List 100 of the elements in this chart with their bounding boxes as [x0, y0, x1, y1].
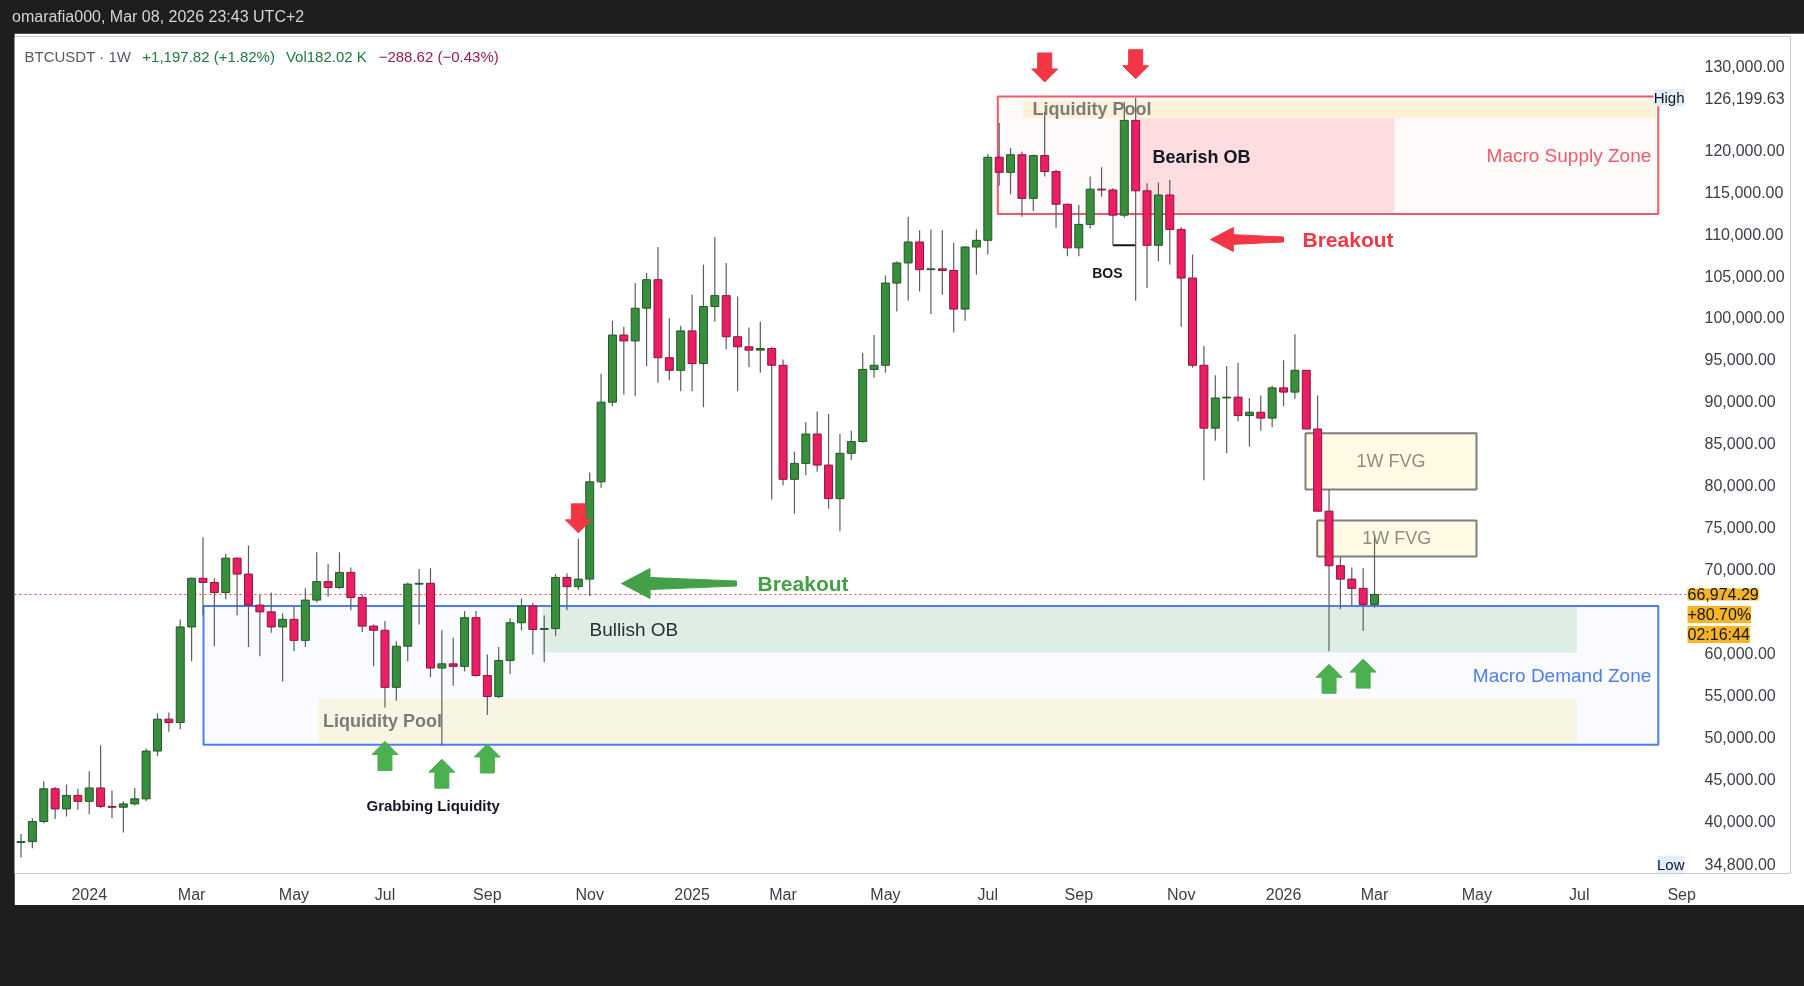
- candlestick: [892, 260, 902, 313]
- candlestick: [278, 612, 288, 683]
- candlestick: [789, 451, 799, 515]
- candlestick: [1244, 397, 1254, 448]
- y-tick-label: 40,000.00: [1704, 812, 1776, 830]
- annotation: −288.62 (−0.43%): [378, 48, 499, 65]
- y-tick-label: 85,000.00: [1704, 435, 1776, 453]
- band-label: Macro Supply Zone: [1486, 144, 1652, 166]
- x-tick-label: Nov: [1166, 885, 1196, 903]
- annotation: Low: [1656, 855, 1685, 873]
- x-tick-label: Mar: [177, 885, 207, 903]
- y-tick-label: 80,000.00: [1704, 477, 1776, 495]
- x-tick-label: Jul: [977, 885, 999, 903]
- candlestick: [937, 229, 947, 296]
- annotation: Breakout: [757, 572, 849, 595]
- candlestick: [369, 623, 379, 667]
- candlestick: [312, 551, 322, 604]
- candlestick: [926, 228, 936, 315]
- x-tick-label: Jul: [374, 885, 396, 903]
- text: BTCUSDT · 1W: [24, 48, 132, 65]
- candlestick: [73, 788, 83, 811]
- candlestick: [16, 833, 26, 859]
- candlestick: [96, 744, 106, 809]
- candlestick: [619, 326, 629, 396]
- y-tick-label: 60,000.00: [1704, 644, 1776, 662]
- x-tick-label: May: [870, 885, 901, 903]
- x-tick-label: 2025: [674, 885, 710, 903]
- y-tick-label: 90,000.00: [1704, 393, 1776, 411]
- candlestick: [448, 637, 458, 687]
- x-tick-label: Sep: [1667, 885, 1696, 903]
- candlestick: [232, 556, 242, 616]
- candlestick: [1335, 556, 1345, 610]
- candlestick: [1074, 204, 1084, 257]
- candlestick: [414, 568, 424, 626]
- series-label: BOS: [1092, 265, 1123, 282]
- annotation: +1,197.82 (+1.82%): [142, 48, 275, 65]
- candlestick: [539, 614, 549, 663]
- candlestick: [994, 122, 1004, 187]
- y-tick-label: 45,000.00: [1704, 770, 1776, 788]
- candlestick: [335, 551, 344, 590]
- candlestick: [164, 711, 174, 733]
- candlestick: [755, 321, 765, 374]
- candlestick: [573, 538, 583, 591]
- band-label: Bullish OB: [589, 618, 679, 640]
- y-tick-label: 50,000.00: [1704, 728, 1776, 746]
- candlestick: [84, 770, 94, 815]
- y-tick-label: 34,800.00: [1704, 856, 1776, 874]
- candlestick: [869, 334, 879, 379]
- y-tick-label: 70,000.00: [1704, 561, 1776, 579]
- candlestick: [1233, 362, 1243, 423]
- band-label: 1W FVG: [1356, 451, 1426, 472]
- band-label: Liquidity Pool: [323, 711, 442, 732]
- ref-line-label: 66,974.29 +80.70% 02:16:44: [1687, 586, 1759, 643]
- candlestick: [107, 789, 117, 819]
- candlestick: [209, 577, 219, 647]
- x-tick-label: Mar: [769, 885, 798, 903]
- candlestick: [323, 563, 333, 598]
- x-tick-label: 2026: [1265, 885, 1302, 903]
- candlestick: [198, 536, 208, 616]
- candlestick: [289, 606, 299, 652]
- candlestick: [710, 236, 720, 323]
- candlestick: [27, 817, 37, 849]
- y-tick-label: 110,000.00: [1704, 225, 1784, 243]
- y-tick-label: 120,000.00: [1704, 141, 1785, 159]
- annotation: Grabbing Liquidity: [366, 797, 501, 814]
- candlestick: [1006, 147, 1016, 195]
- y-tick-label: 75,000.00: [1704, 519, 1776, 537]
- candlestick: [516, 597, 526, 631]
- band-label: Bearish OB: [1152, 147, 1251, 168]
- y-tick-label: 100,000.00: [1704, 309, 1785, 327]
- x-tick-label: Sep: [1064, 885, 1094, 903]
- candlestick: [767, 346, 777, 501]
- candlestick: [255, 594, 265, 657]
- candlestick: [903, 216, 913, 302]
- candlestick: [733, 295, 743, 392]
- candlestick: [1347, 566, 1357, 606]
- x-tick-label: Sep: [473, 885, 502, 903]
- candlestick: [1256, 394, 1266, 432]
- x-tick-label: Mar: [1360, 885, 1389, 903]
- y-tick-label: 55,000.00: [1704, 686, 1776, 704]
- candlestick: [1358, 567, 1368, 632]
- candlestick: [846, 430, 856, 461]
- candlestick: [971, 228, 981, 276]
- band-label: Macro Demand Zone: [1472, 664, 1652, 686]
- y-tick-label: 130,000.00: [1704, 57, 1785, 75]
- candlestick: [50, 786, 60, 820]
- y-tick-label: 115,000.00: [1704, 183, 1784, 201]
- x-tick-label: 2024: [71, 885, 108, 903]
- candlestick: [118, 800, 128, 833]
- candlestick: [1290, 333, 1300, 400]
- candlestick: [528, 602, 538, 656]
- x-tick-label: Jul: [1569, 885, 1590, 903]
- y-tick-label: 95,000.00: [1704, 351, 1776, 369]
- y-tick-label: 126,199.63: [1704, 89, 1785, 107]
- candlestick: [62, 784, 71, 818]
- candlestick: [1097, 166, 1107, 198]
- candlestick: [664, 317, 674, 381]
- y-tick-label: 105,000.00: [1704, 267, 1785, 285]
- candlestick: [1222, 365, 1232, 454]
- candlestick: [562, 572, 572, 611]
